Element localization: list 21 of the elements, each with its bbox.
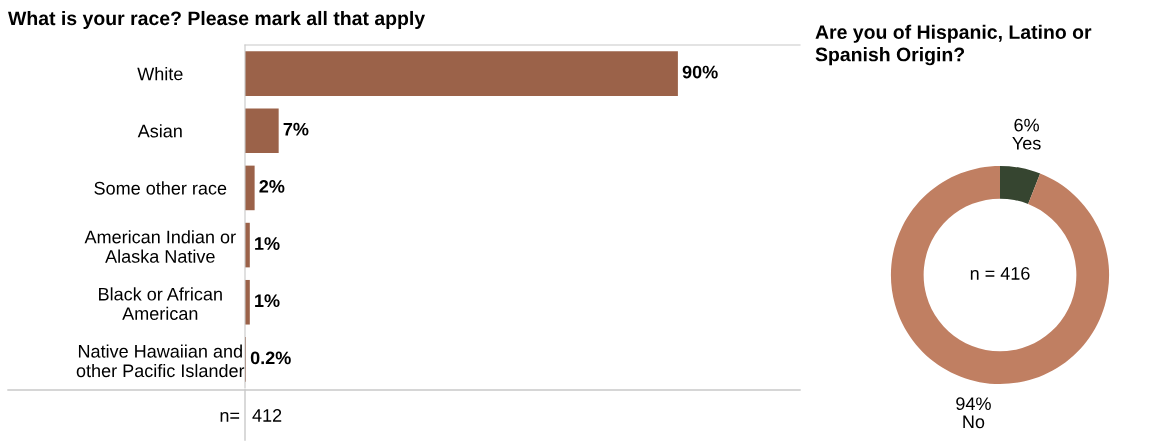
data-label: 0.2% [250, 351, 291, 365]
data-label: 94% [956, 397, 991, 411]
slice-label: Yes [1012, 137, 1041, 150]
chart-title: What is your race? Please mark all that apply [8, 10, 426, 30]
data-label: 2% [259, 179, 285, 193]
text: 412 [252, 409, 282, 422]
data-label: 1% [255, 237, 280, 250]
y-tick-label: White [137, 67, 183, 81]
y-tick-label: American Indian or Alaska Native [84, 230, 236, 263]
data-label: 6% [1014, 118, 1039, 132]
y-tick-label: Black or African American [99, 287, 222, 320]
y-tick-label: Asian [137, 124, 182, 138]
data-label: 1% [255, 294, 280, 308]
y-tick-label: Native Hawaiian and other Pacific Islander [76, 344, 245, 378]
data-label: 90% [682, 65, 718, 79]
slice-label: No [963, 415, 985, 429]
chart-title: Are you of Hispanic, Latino or Spanish Origin? [815, 24, 1092, 66]
data-label: 7% [283, 122, 309, 136]
text: n = 416 [970, 267, 1030, 280]
y-tick-label: Some other race [94, 181, 227, 195]
text: n= [220, 411, 240, 422]
